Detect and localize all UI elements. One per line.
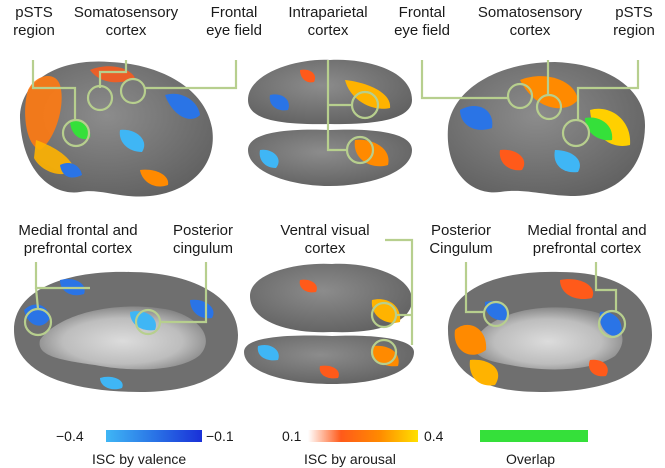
brain-left-lateral [20, 61, 213, 197]
label-line: eye field [394, 22, 450, 39]
label-psts-right: pSTS region [606, 4, 662, 40]
arousal-max-label: 0.4 [424, 428, 444, 444]
label-somatosensory-right: Somatosensory cortex [466, 4, 594, 40]
label-frontal-eye-field-right: Frontal eye field [384, 4, 460, 40]
label-psts-left: pSTS region [6, 4, 62, 40]
label-line: cortex [307, 22, 349, 39]
label-line: region [13, 22, 55, 39]
label-line: Posterior [172, 222, 234, 239]
label-posterior-cingulum-right: Posterior Cingulum [418, 222, 504, 258]
label-line: Medial frontal and [527, 222, 647, 239]
label-line: region [613, 22, 655, 39]
valence-colorbar [106, 430, 202, 442]
label-line: cortex [509, 22, 551, 39]
arousal-min-label: 0.1 [282, 428, 302, 444]
label-line: Somatosensory [477, 4, 583, 21]
label-intraparietal: Intraparietal cortex [278, 4, 378, 40]
brain-top-superior [248, 59, 412, 186]
label-line: Frontal [210, 4, 258, 21]
label-line: pSTS [15, 4, 53, 21]
label-frontal-eye-field-left: Frontal eye field [196, 4, 272, 40]
label-line: pSTS [615, 4, 653, 21]
label-line: Cingulum [429, 240, 493, 257]
label-line: cingulum [172, 240, 234, 257]
overlap-swatch [480, 430, 588, 442]
label-line: prefrontal cortex [23, 240, 133, 257]
label-ventral-visual: Ventral visual cortex [270, 222, 380, 258]
callouts [23, 60, 640, 366]
brain-right-lateral [447, 62, 645, 196]
label-posterior-cingulum-left: Posterior cingulum [160, 222, 246, 258]
arousal-colorbar [308, 430, 418, 442]
valence-max-label: −0.1 [206, 428, 234, 444]
label-line: Intraparietal [288, 4, 368, 21]
label-somatosensory-left: Somatosensory cortex [62, 4, 190, 40]
label-line: cortex [105, 22, 147, 39]
label-line: eye field [206, 22, 262, 39]
label-line: Posterior [430, 222, 492, 239]
label-medial-frontal-left: Medial frontal and prefrontal cortex [4, 222, 152, 258]
arousal-title: ISC by arousal [304, 451, 396, 467]
label-line: Ventral visual [280, 222, 370, 239]
label-line: Frontal [398, 4, 446, 21]
label-medial-frontal-right: Medial frontal and prefrontal cortex [512, 222, 662, 258]
label-line: Medial frontal and [18, 222, 138, 239]
label-line: prefrontal cortex [532, 240, 642, 257]
brain-bottom-inferior [244, 263, 414, 384]
valence-min-label: −0.4 [56, 428, 84, 444]
valence-title: ISC by valence [92, 451, 187, 467]
label-line: cortex [304, 240, 346, 257]
label-line: Somatosensory [73, 4, 179, 21]
overlap-title: Overlap [506, 451, 556, 467]
